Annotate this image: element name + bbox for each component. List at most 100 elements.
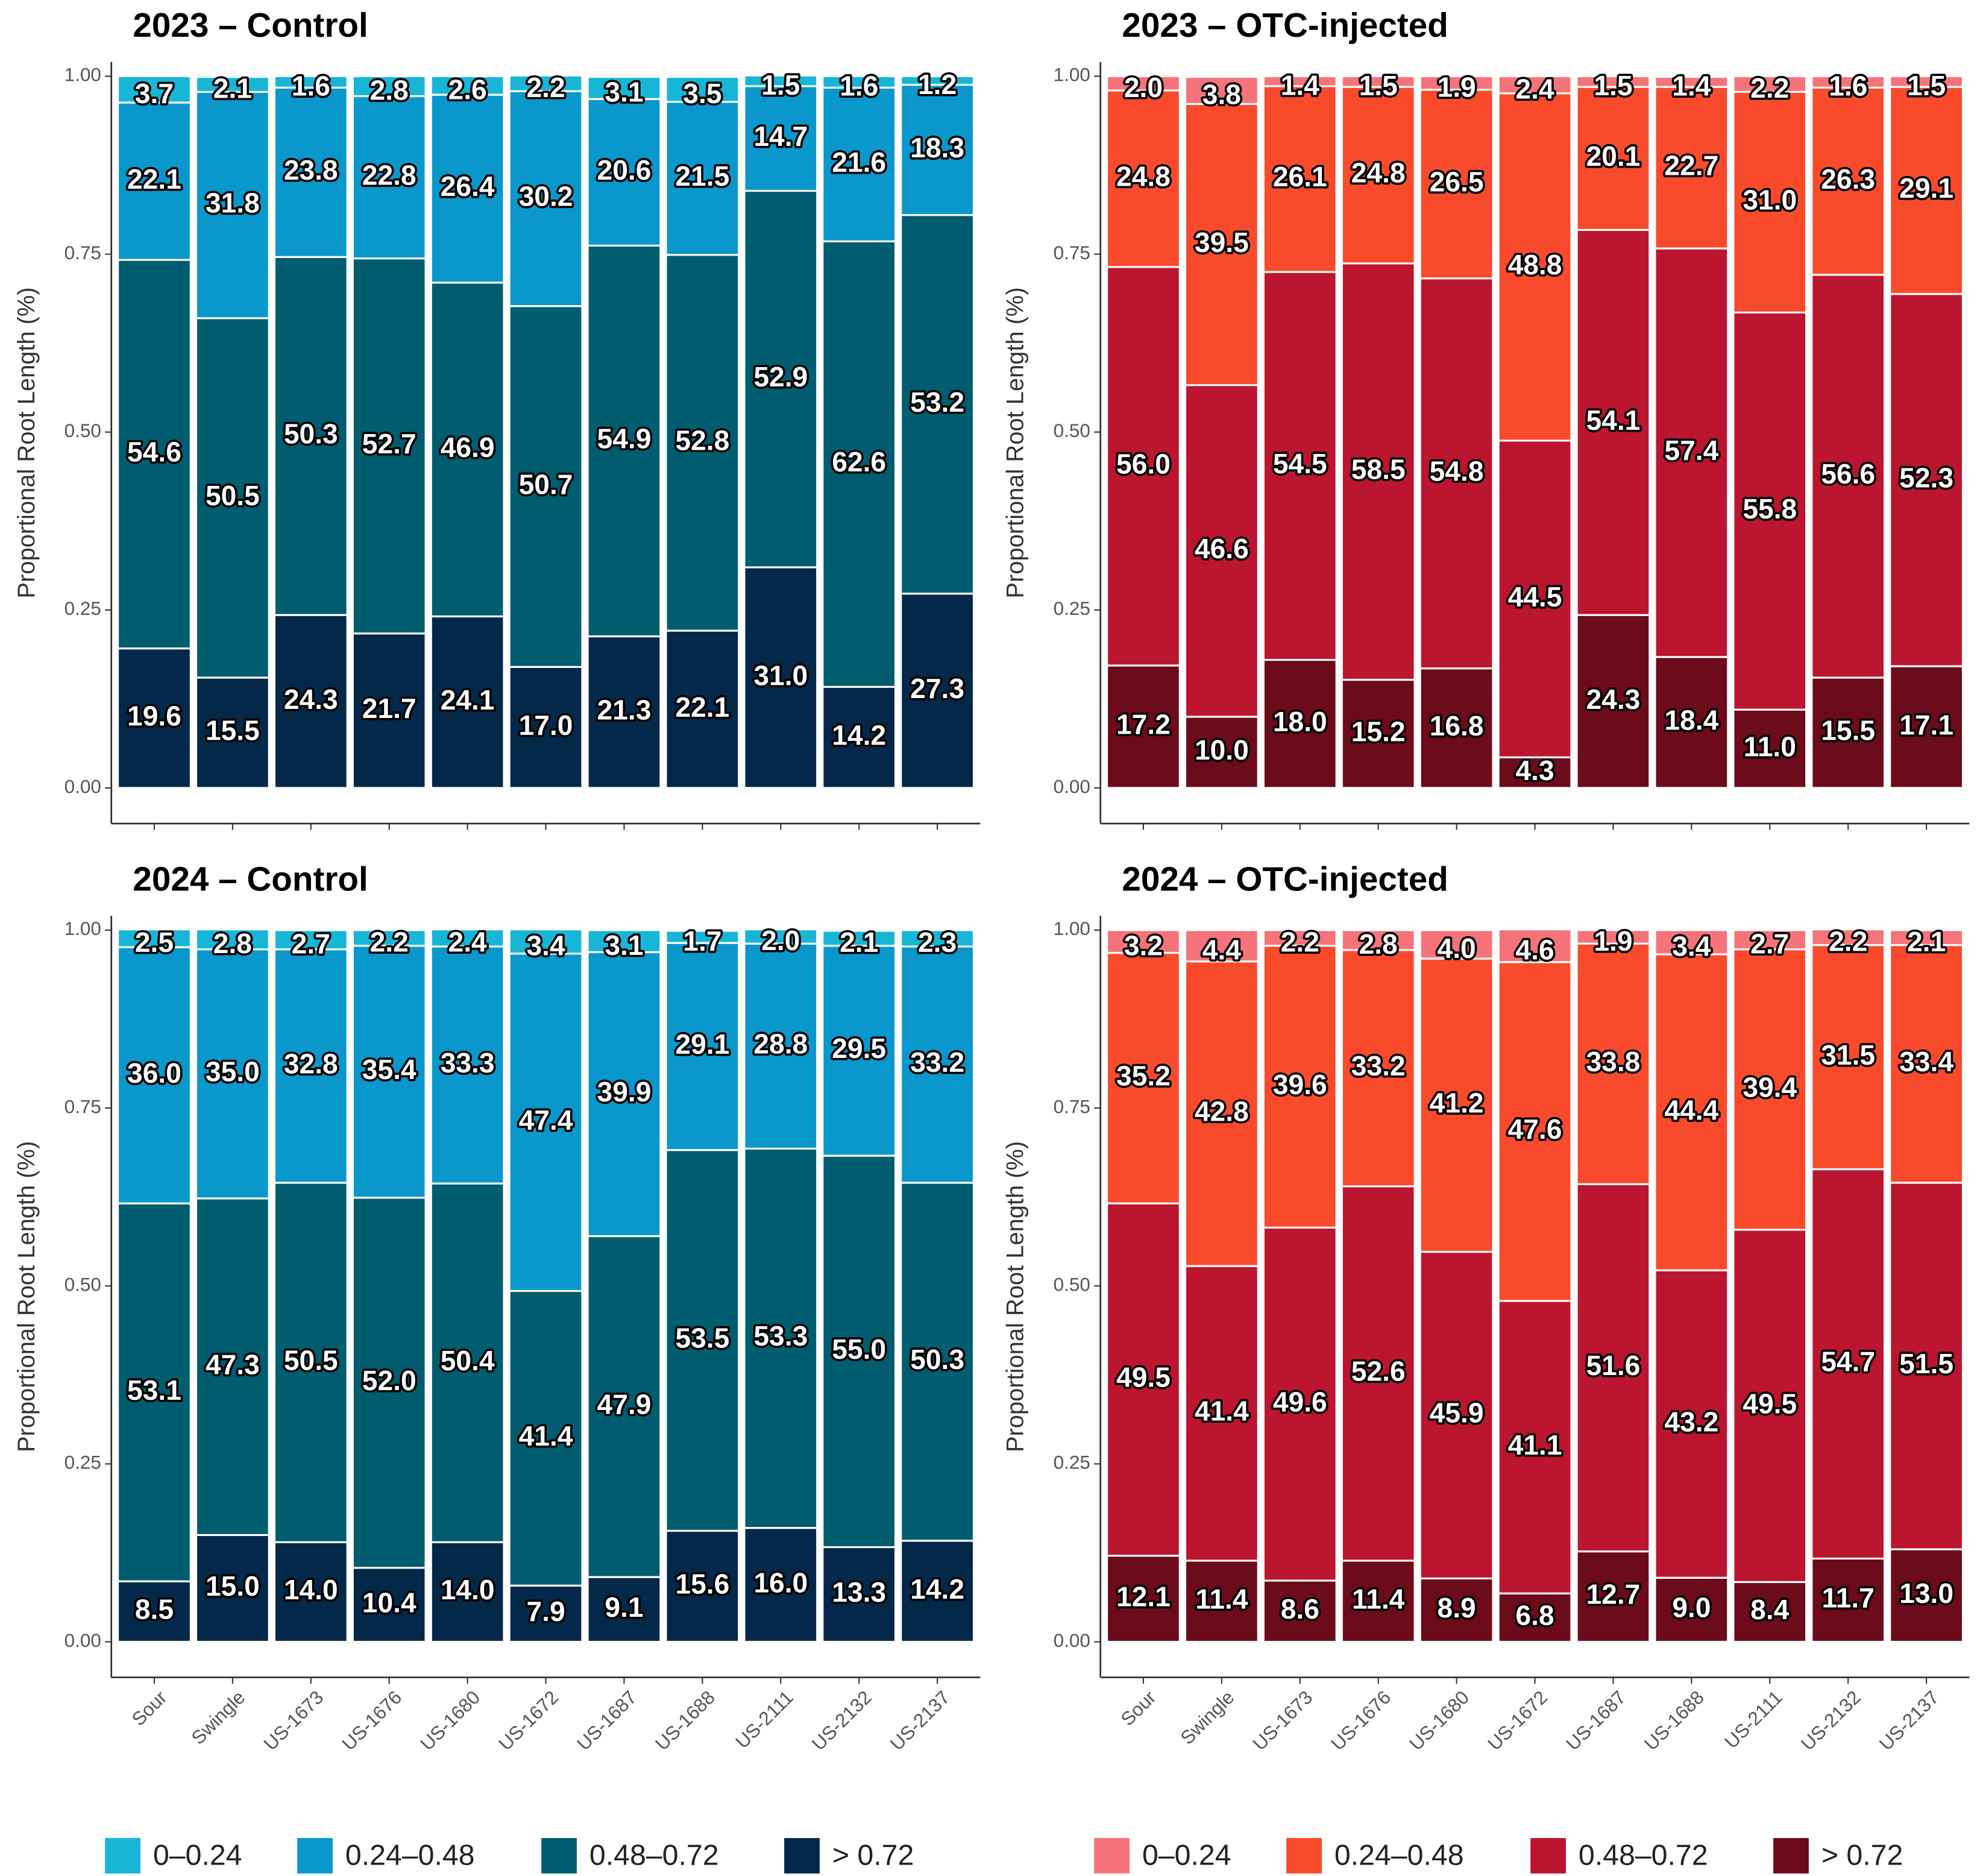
data-label: 3.2 — [1124, 930, 1163, 961]
data-label: 24.3 — [284, 684, 338, 715]
legend-swatch — [105, 1838, 140, 1874]
bar-segment — [1497, 92, 1573, 442]
data-label: 26.4 — [441, 171, 495, 202]
y-tick-label: 1.00 — [1054, 65, 1090, 86]
data-label: 21.3 — [597, 694, 652, 726]
bar-segment — [1576, 1183, 1651, 1553]
data-label: 47.3 — [206, 1349, 260, 1380]
data-label: 48.8 — [1508, 249, 1562, 280]
data-label: 51.6 — [1586, 1350, 1641, 1381]
panel: 2023 – OTC-injected Proportional Root Len… — [1002, 7, 1970, 830]
y-tick-label: 1.00 — [64, 918, 101, 939]
bar-segment — [586, 1576, 662, 1643]
bar-segment — [1497, 961, 1573, 1302]
data-label: 15.2 — [1351, 716, 1406, 748]
data-label: 53.1 — [127, 1374, 181, 1406]
data-label: 11.4 — [1352, 1583, 1405, 1614]
bar-segment — [1576, 929, 1651, 945]
data-label: 44.4 — [1664, 1094, 1718, 1125]
bar-segment — [508, 74, 583, 92]
x-tick-label: US-2137 — [886, 1687, 954, 1755]
bar-segment — [273, 929, 348, 951]
data-label: 54.5 — [1273, 448, 1327, 479]
data-label: 36.0 — [127, 1057, 181, 1089]
data-label: 14.0 — [441, 1574, 495, 1605]
data-label: 54.1 — [1586, 404, 1641, 436]
bar-segment — [116, 946, 192, 1204]
data-label: 15.5 — [1821, 715, 1875, 746]
y-tick-label: 0.75 — [1054, 1096, 1090, 1117]
bar-segment — [1654, 929, 1729, 955]
bar-segment — [116, 647, 192, 789]
data-label: 2.8 — [370, 75, 409, 106]
bar-segment — [1341, 75, 1416, 88]
data-label: 2.2 — [370, 927, 409, 958]
data-label: 50.3 — [910, 1344, 964, 1375]
bar-segment — [1576, 86, 1651, 231]
data-label: 3.7 — [135, 78, 174, 109]
data-label: 49.5 — [1743, 1388, 1797, 1419]
data-label: 35.4 — [362, 1054, 416, 1085]
data-label: 28.8 — [753, 1028, 808, 1060]
data-label: 10.4 — [362, 1587, 416, 1618]
legend-label: 0–0.24 — [1142, 1839, 1231, 1871]
y-tick-label: 0.25 — [1054, 1452, 1090, 1473]
bar-segment — [665, 629, 740, 789]
data-label: 2.1 — [1907, 926, 1946, 957]
data-label: 4.0 — [1438, 933, 1476, 964]
y-tick-label: 0.50 — [1054, 420, 1090, 441]
data-label: 10.0 — [1195, 734, 1249, 766]
bar-segment — [1889, 1182, 1964, 1550]
data-label: 2.1 — [213, 73, 252, 104]
bar-segment — [1811, 676, 1886, 789]
data-label: 2.3 — [918, 927, 957, 958]
bar-segment — [1654, 1269, 1729, 1579]
bar-segment — [1419, 1577, 1494, 1643]
data-label: 46.9 — [441, 432, 495, 463]
y-tick-label: 0.00 — [1054, 1630, 1090, 1651]
bar-segment — [822, 1154, 897, 1549]
bar-segment — [822, 945, 897, 1157]
bar-segment — [1811, 1557, 1886, 1643]
bar-segment — [665, 1529, 740, 1643]
data-label: 41.4 — [519, 1420, 573, 1452]
bar-segment — [1105, 1202, 1181, 1557]
x-tick-label: US-1688 — [651, 1687, 719, 1755]
data-label: 32.8 — [284, 1048, 338, 1080]
data-label: 2.4 — [1515, 73, 1554, 104]
x-tick-label: US-2111 — [1721, 1687, 1787, 1752]
bar-segment — [1654, 76, 1729, 88]
data-label: 4.4 — [1202, 934, 1241, 966]
y-axis-label: Proportional Root Length (%) — [13, 287, 40, 598]
bar-segment — [195, 1534, 270, 1643]
data-label: 13.3 — [832, 1576, 886, 1608]
data-label: 35.0 — [206, 1056, 260, 1088]
data-label: 19.6 — [127, 700, 181, 732]
bar-segment — [900, 75, 975, 86]
data-label: 1.6 — [1829, 71, 1867, 102]
data-label: 3.1 — [605, 77, 643, 108]
panel: 2023 – Control Proportional Root Length (… — [13, 7, 981, 830]
bar-segment — [273, 1182, 348, 1543]
data-label: 2.8 — [213, 928, 252, 959]
legend-swatch — [541, 1838, 577, 1874]
data-label: 52.9 — [753, 361, 808, 392]
bar-segment — [1262, 75, 1337, 87]
legend-swatch — [784, 1838, 820, 1874]
bar-segment — [1184, 716, 1259, 789]
bar-segment — [1341, 929, 1416, 951]
data-label: 3.8 — [1202, 79, 1241, 110]
data-label: 53.3 — [753, 1320, 808, 1352]
legend-label: 0–0.24 — [153, 1839, 242, 1871]
data-label: 1.9 — [1438, 71, 1476, 102]
bar-segment — [351, 75, 427, 98]
data-label: 39.5 — [1195, 227, 1249, 258]
data-label: 46.6 — [1195, 533, 1249, 564]
data-label: 8.4 — [1750, 1594, 1789, 1625]
bar-segment — [743, 74, 819, 87]
data-label: 2.6 — [448, 74, 487, 105]
bar-segment — [273, 75, 348, 89]
data-label: 33.4 — [1899, 1046, 1953, 1077]
data-label: 1.6 — [292, 71, 330, 102]
